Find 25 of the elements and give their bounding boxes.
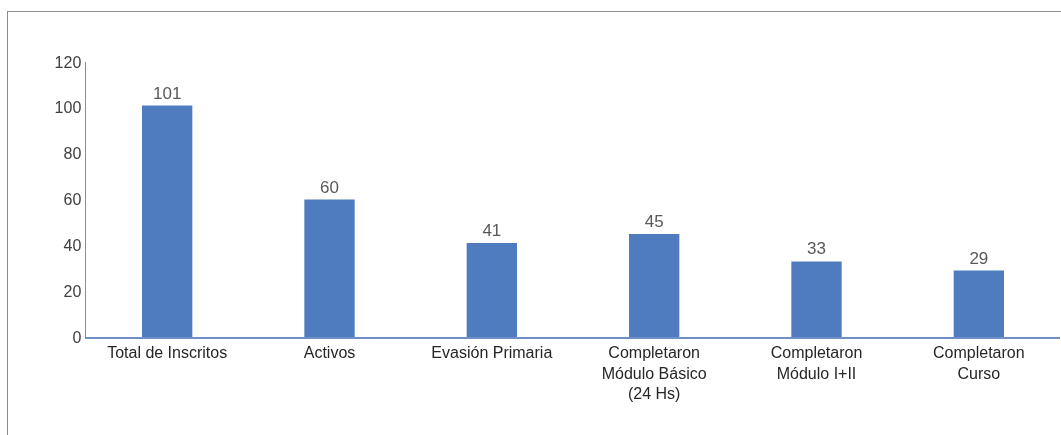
bar	[466, 243, 517, 337]
x-tick-label: Activos	[303, 343, 356, 361]
y-tick-label: 0	[72, 328, 82, 346]
bar	[629, 233, 680, 337]
x-tick-label: Completaron Módulo Básico (24 Hs)	[601, 343, 707, 403]
y-tick-label: 20	[63, 282, 82, 300]
y-tick-label: 60	[63, 191, 82, 209]
data-label: 33	[807, 239, 826, 259]
y-tick-label: 120	[54, 53, 82, 71]
bar	[304, 199, 355, 337]
x-tick-label: Completaron Módulo I+II	[770, 343, 863, 382]
bar	[791, 261, 842, 337]
y-tick-label: 40	[63, 236, 82, 254]
y-tick-label: 100	[54, 99, 82, 117]
data-label: 60	[320, 177, 339, 197]
data-label: 101	[152, 83, 182, 103]
x-tick-label: Evasión Primaria	[431, 343, 553, 361]
y-tick-label: 80	[63, 145, 82, 163]
x-tick-label: Total de Inscritos	[107, 343, 228, 361]
bar	[142, 105, 193, 337]
bar	[953, 270, 1004, 337]
data-label: 41	[482, 221, 502, 241]
x-tick-label: Completaron Curso	[933, 343, 1025, 382]
data-label: 29	[969, 248, 989, 268]
data-label: 45	[644, 211, 664, 231]
